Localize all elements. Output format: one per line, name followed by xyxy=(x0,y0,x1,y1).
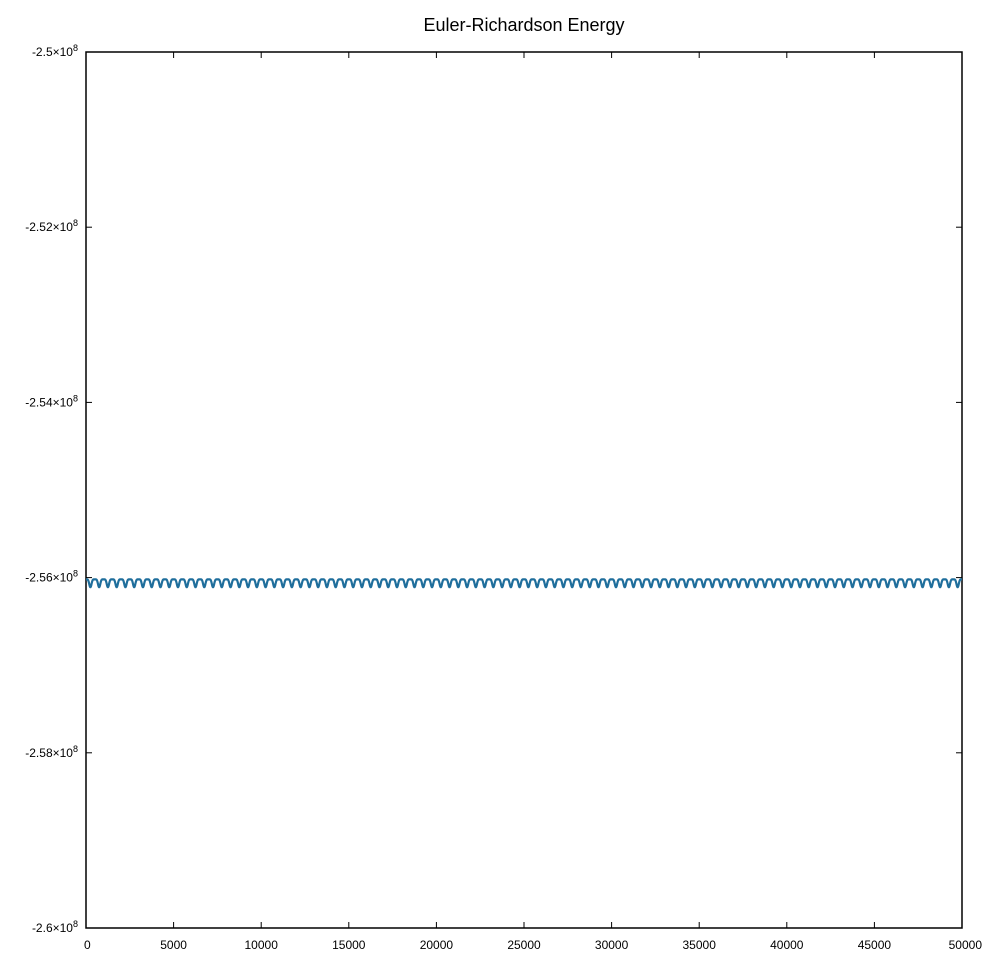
chart-title: Euler-Richardson Energy xyxy=(423,15,624,35)
plot-frame xyxy=(85,51,963,929)
x-tick-label: 0 xyxy=(84,938,91,952)
x-tick-label: 50000 xyxy=(949,938,983,952)
x-tick-label: 15000 xyxy=(332,938,366,952)
y-tick-label: -2.56×108 xyxy=(25,569,78,585)
x-tick-label: 5000 xyxy=(160,938,187,952)
x-tick-label: 20000 xyxy=(420,938,454,952)
series-line xyxy=(85,578,963,589)
x-tick-label: 40000 xyxy=(770,938,804,952)
y-tick-label: -2.54×108 xyxy=(25,393,78,409)
y-tick-label: -2.5×108 xyxy=(32,43,78,59)
x-axis: 0 5000 10000 15000 20000 25000 30000 35000 40000… xyxy=(84,52,982,952)
x-tick-label: 10000 xyxy=(245,938,279,952)
x-tick-label: 30000 xyxy=(595,938,629,952)
y-axis: -2.5×108 -2.52×108 -2.54×108 -2.56×108 -2.58… xyxy=(25,43,962,935)
x-tick-label: 25000 xyxy=(507,938,541,952)
x-tick-label: 45000 xyxy=(858,938,892,952)
y-tick-label: -2.52×108 xyxy=(25,218,78,234)
y-tick-label: -2.58×108 xyxy=(25,744,78,760)
series-layer xyxy=(85,578,963,589)
x-tick-label: 35000 xyxy=(683,938,717,952)
y-tick-label: -2.6×108 xyxy=(32,919,78,935)
